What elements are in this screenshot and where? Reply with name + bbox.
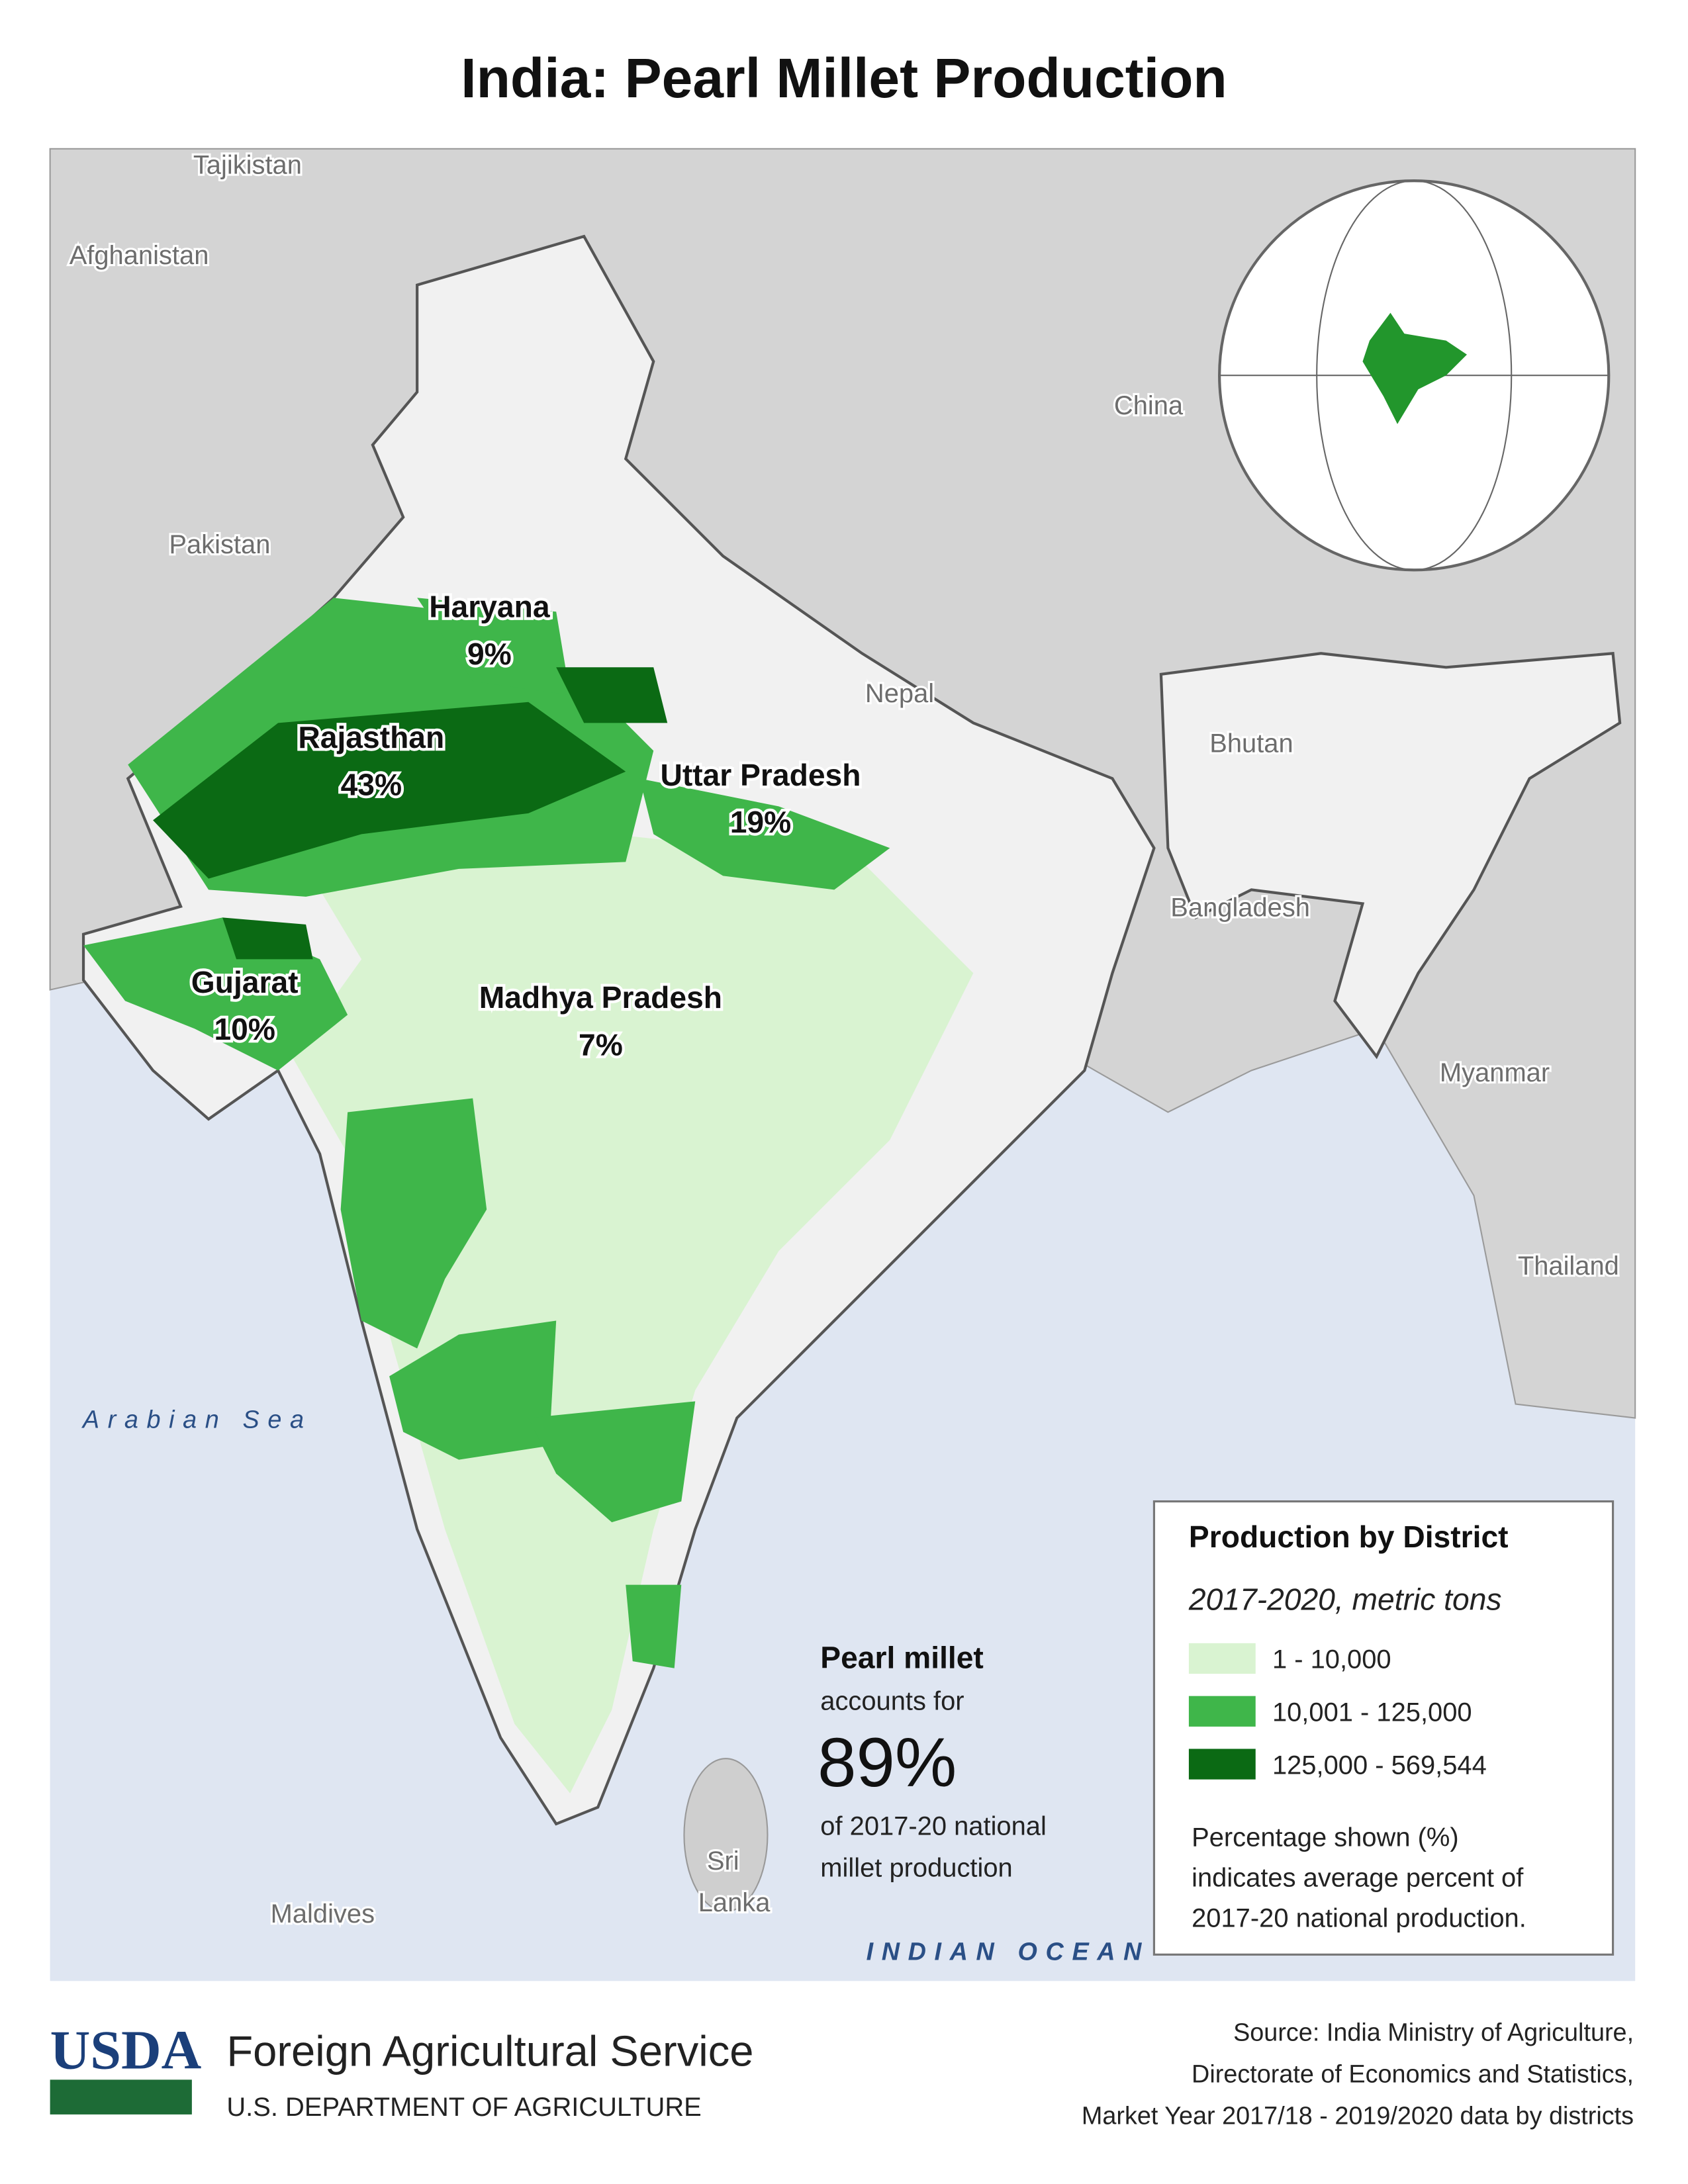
legend-label: 125,000 - 569,544 — [1272, 1751, 1487, 1780]
country-label: Myanmar — [1440, 1058, 1550, 1087]
legend-note: Percentage shown (%) — [1192, 1823, 1459, 1852]
andhra-districts — [528, 1401, 696, 1523]
legend-box — [1152, 1500, 1615, 1956]
country-label: Bangladesh — [1170, 893, 1310, 922]
callout-heading: Pearl millet — [820, 1641, 984, 1675]
country-label: Pakistan — [169, 530, 270, 559]
country-label: Maldives — [271, 1899, 375, 1929]
state-name: Madhya Pradesh — [479, 980, 722, 1015]
source: Directorate of Economics and Statistics, — [1192, 2061, 1634, 2089]
legend-swatch — [1188, 1696, 1256, 1727]
footer: USDA Foreign Agricultural Service U.S. D… — [50, 2019, 1634, 2130]
legend-label: 10,001 - 125,000 — [1272, 1698, 1472, 1727]
legend-subtitle: 2017-2020, metric tons — [1188, 1582, 1502, 1616]
legend-label: 1 - 10,000 — [1272, 1645, 1391, 1674]
haryana-high — [556, 667, 668, 723]
country-label: China — [1114, 391, 1184, 420]
agency: Foreign Agricultural Service — [226, 2026, 753, 2075]
light-districts — [292, 834, 974, 1794]
title: India: Pearl Millet Production — [461, 47, 1227, 109]
legend-title: Production by District — [1189, 1520, 1509, 1554]
sea-label: INDIAN OCEAN — [867, 1938, 1150, 1966]
country-label: Sri — [707, 1846, 739, 1876]
source: Source: India Ministry of Agriculture, — [1233, 2019, 1634, 2047]
country-label: Bhutan — [1209, 729, 1293, 758]
country-label: Nepal — [865, 679, 934, 708]
legend-swatch — [1188, 1749, 1256, 1780]
callout-lead: accounts for — [820, 1687, 964, 1716]
country-label: Tajikistan — [193, 151, 302, 180]
state-share: 43% — [341, 768, 402, 802]
legend-note: indicates average percent of — [1192, 1863, 1524, 1892]
state-share: 10% — [214, 1012, 275, 1046]
state-share: 7% — [579, 1027, 623, 1062]
country-label: Lanka — [698, 1888, 771, 1917]
state-name: Uttar Pradesh — [660, 758, 861, 792]
state-share: 19% — [730, 805, 791, 839]
country-label: Thailand — [1518, 1251, 1619, 1281]
state-name: Rajasthan — [298, 720, 444, 754]
globe — [1218, 179, 1611, 572]
globe-india — [1362, 312, 1468, 424]
callout-share: 89% — [818, 1724, 957, 1801]
sea-label: Arabian Sea — [81, 1406, 312, 1433]
source: Market Year 2017/18 - 2019/2020 data by … — [1082, 2103, 1634, 2130]
country-label: Afghanistan — [70, 241, 209, 270]
karnataka-districts — [389, 1320, 557, 1460]
maharashtra-districts — [340, 1098, 487, 1349]
legend-swatch — [1188, 1643, 1256, 1674]
department: U.S. DEPARTMENT OF AGRICULTURE — [226, 2093, 701, 2122]
legend-note: 2017-20 national production. — [1192, 1903, 1526, 1933]
legend: Production by District 2017-2020, metric… — [1152, 1500, 1615, 1956]
tamilnadu-districts — [626, 1584, 682, 1668]
sri-lanka — [683, 1758, 769, 1913]
logo-band — [50, 2079, 192, 2115]
map: Tajikistan Afghanistan Pakistan China Nepal B… — [49, 148, 1636, 1981]
haryana-districts — [417, 598, 571, 696]
callout-tail: millet production — [820, 1854, 1012, 1883]
rajasthan-high — [153, 702, 626, 879]
state-name: Haryana — [429, 590, 550, 624]
labels: Tajikistan Afghanistan Pakistan China Nepal B… — [68, 148, 1621, 1966]
state-name: Gujarat — [191, 965, 299, 999]
gujarat-high — [222, 917, 313, 960]
logo: USDA — [50, 2020, 202, 2081]
india-northeast — [1159, 652, 1622, 1060]
up-districts — [639, 778, 890, 890]
state-share: 9% — [467, 637, 512, 671]
callout-tail: of 2017-20 national — [820, 1812, 1047, 1841]
callout: Pearl millet accounts for 89% of 2017-20… — [818, 1641, 1047, 1883]
